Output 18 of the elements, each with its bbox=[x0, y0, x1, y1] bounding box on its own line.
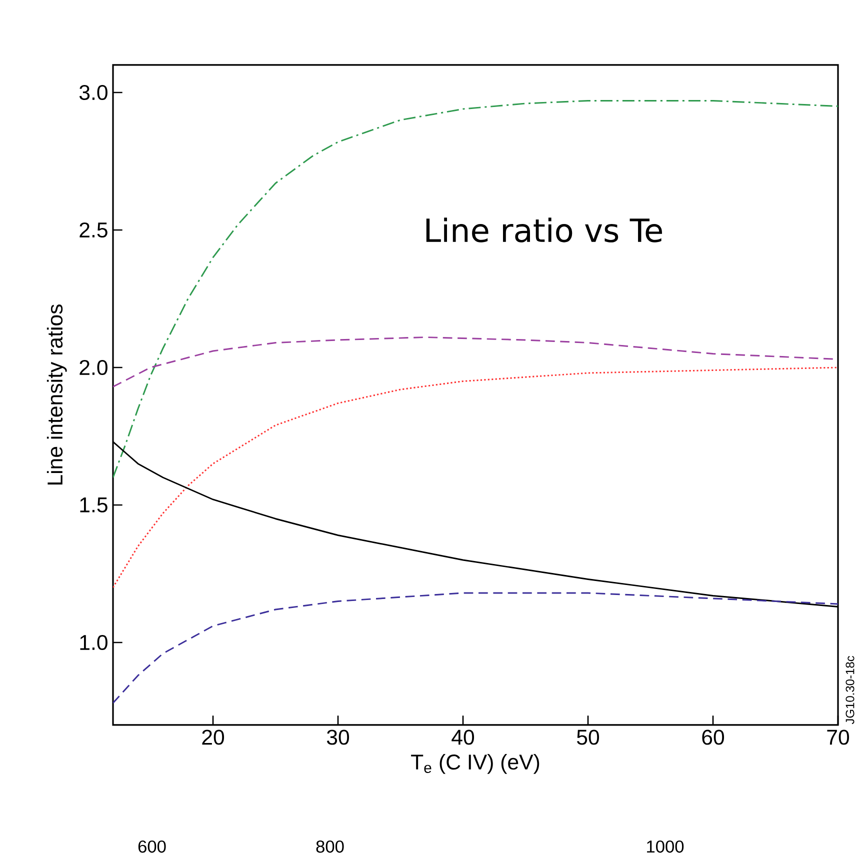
y-tick-label: 1.5 bbox=[80, 498, 108, 512]
y-axis-title: Line intensity ratios bbox=[46, 304, 67, 485]
y-tick-label: 3.0 bbox=[79, 84, 108, 100]
x-tick-label: 60 bbox=[702, 730, 724, 745]
x-axis-title: T$_{e}$ (C IV) (eV) bbox=[411, 754, 540, 774]
annotation: Line ratio vs Te bbox=[426, 218, 662, 242]
text: JG10.30-18c bbox=[846, 656, 854, 724]
text: 1000 bbox=[647, 840, 684, 853]
text: 800 bbox=[316, 840, 344, 853]
x-tick-label: 20 bbox=[202, 730, 224, 745]
x-tick-label: 30 bbox=[326, 730, 350, 745]
x-tick-label: 50 bbox=[576, 730, 600, 745]
y-tick-label: 2.0 bbox=[80, 360, 108, 376]
y-tick-label: 1.0 bbox=[80, 634, 108, 650]
x-tick-label: 70 bbox=[827, 730, 850, 745]
x-tick-label: 40 bbox=[452, 730, 474, 745]
y-tick-label: 2.5 bbox=[80, 222, 108, 238]
text: 600 bbox=[138, 840, 166, 853]
